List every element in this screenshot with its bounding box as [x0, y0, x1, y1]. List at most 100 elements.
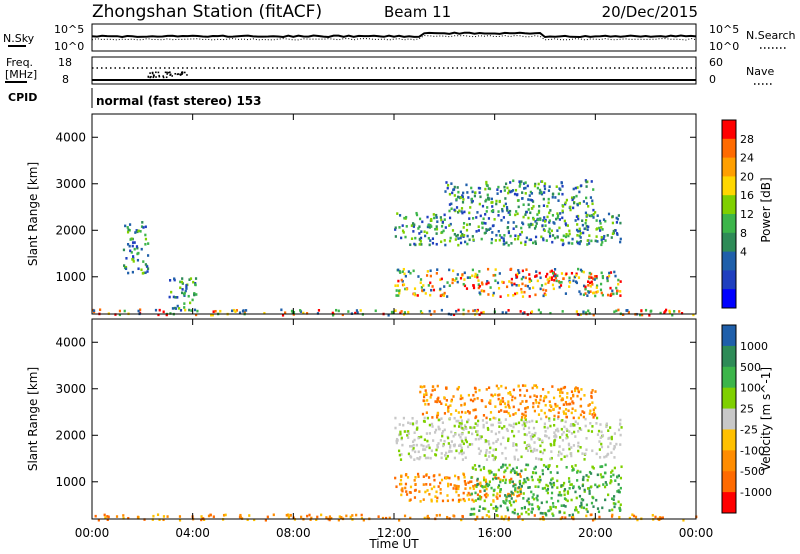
data-cell: [588, 489, 591, 493]
data-cell: [528, 502, 531, 506]
data-cell: [599, 436, 602, 440]
data-cell: [457, 243, 460, 247]
data-cell: [487, 510, 490, 513]
data-cell: [532, 218, 535, 221]
data-cell: [437, 418, 440, 422]
data-cell: [501, 209, 504, 213]
data-cell: [568, 276, 571, 280]
data-cell: [477, 286, 480, 290]
data-cell: [478, 388, 481, 392]
data-cell: [565, 198, 569, 202]
data-cell: [608, 436, 611, 440]
data-cell: [439, 488, 442, 491]
data-cell: [188, 278, 191, 281]
data-cell: [508, 481, 512, 484]
data-cell: [520, 469, 523, 473]
data-cell: [427, 443, 430, 447]
data-cell: [527, 198, 530, 201]
data-cell: [588, 492, 591, 495]
data-cell: [520, 455, 523, 459]
data-cell: [591, 388, 594, 392]
data-cell: [634, 515, 638, 519]
data-cell: [200, 515, 203, 518]
data-cell: [448, 224, 451, 227]
data-cell: [570, 498, 573, 502]
data-cell: [488, 401, 491, 405]
data-cell: [536, 213, 539, 216]
data-cell: [521, 384, 525, 387]
data-cell: [465, 228, 469, 232]
data-cell: [435, 490, 438, 494]
data-cell: [413, 431, 416, 435]
data-cell: [594, 406, 597, 410]
data-cell: [398, 423, 401, 426]
data-cell: [554, 196, 557, 199]
data-cell: [504, 418, 507, 421]
data-cell: [505, 410, 508, 413]
data-cell: [400, 482, 403, 486]
data-cell: [554, 405, 557, 408]
data-cell: [611, 232, 615, 236]
data-cell: [234, 310, 237, 313]
data-cell: [461, 233, 464, 236]
data-cell: [466, 493, 469, 497]
data-cell: [601, 276, 605, 280]
data-cell: [502, 281, 505, 284]
data-cell: [564, 202, 567, 206]
data-cell: [574, 186, 577, 190]
data-cell: [445, 451, 448, 455]
data-cell: [239, 515, 242, 519]
data-cell: [582, 415, 585, 419]
data-cell: [447, 442, 450, 445]
data-cell: [485, 184, 489, 187]
data-cell: [467, 309, 470, 313]
data-cell: [146, 270, 149, 273]
data-cell: [413, 458, 416, 461]
data-cell: [557, 499, 560, 503]
data-cell: [248, 514, 251, 517]
data-cell: [475, 310, 478, 313]
data-cell: [144, 271, 147, 275]
data-cell: [523, 290, 526, 294]
data-cell: [477, 419, 480, 423]
data-cell: [564, 505, 567, 508]
data-cell: [193, 293, 196, 297]
data-cell: [427, 402, 430, 406]
data-cell: [414, 488, 417, 492]
data-cell: [512, 500, 515, 504]
data-cell: [179, 286, 182, 290]
data-cell: [612, 447, 615, 451]
data-cell: [429, 293, 432, 297]
data-cell: [562, 504, 566, 507]
data-cell: [144, 237, 148, 241]
data-cell: [107, 515, 110, 519]
data-cell: [619, 280, 622, 283]
data-cell: [565, 465, 568, 469]
data-cell: [539, 444, 542, 448]
data-cell: [544, 395, 547, 398]
data-cell: [484, 485, 487, 489]
data-cell: [556, 229, 559, 232]
data-cell: [529, 279, 533, 282]
data-cell: [551, 512, 554, 516]
data-cell: [449, 236, 452, 240]
data-cell: [564, 222, 567, 225]
data-cell: [172, 295, 175, 299]
data-cell: [463, 475, 466, 479]
data-cell: [579, 404, 582, 408]
data-cell: [446, 183, 450, 187]
data-cell: [407, 430, 410, 433]
velocity-heatmap: [94, 384, 698, 522]
data-cell: [597, 429, 601, 433]
data-cell: [487, 293, 490, 296]
data-cell: [394, 235, 397, 238]
data-cell: [574, 280, 578, 283]
data-cell: [565, 232, 568, 236]
data-cell: [560, 238, 563, 242]
data-cell: [568, 285, 571, 288]
data-cell: [582, 231, 585, 235]
data-cell: [441, 230, 444, 234]
data-cell: [555, 435, 558, 438]
data-cell: [596, 214, 599, 217]
